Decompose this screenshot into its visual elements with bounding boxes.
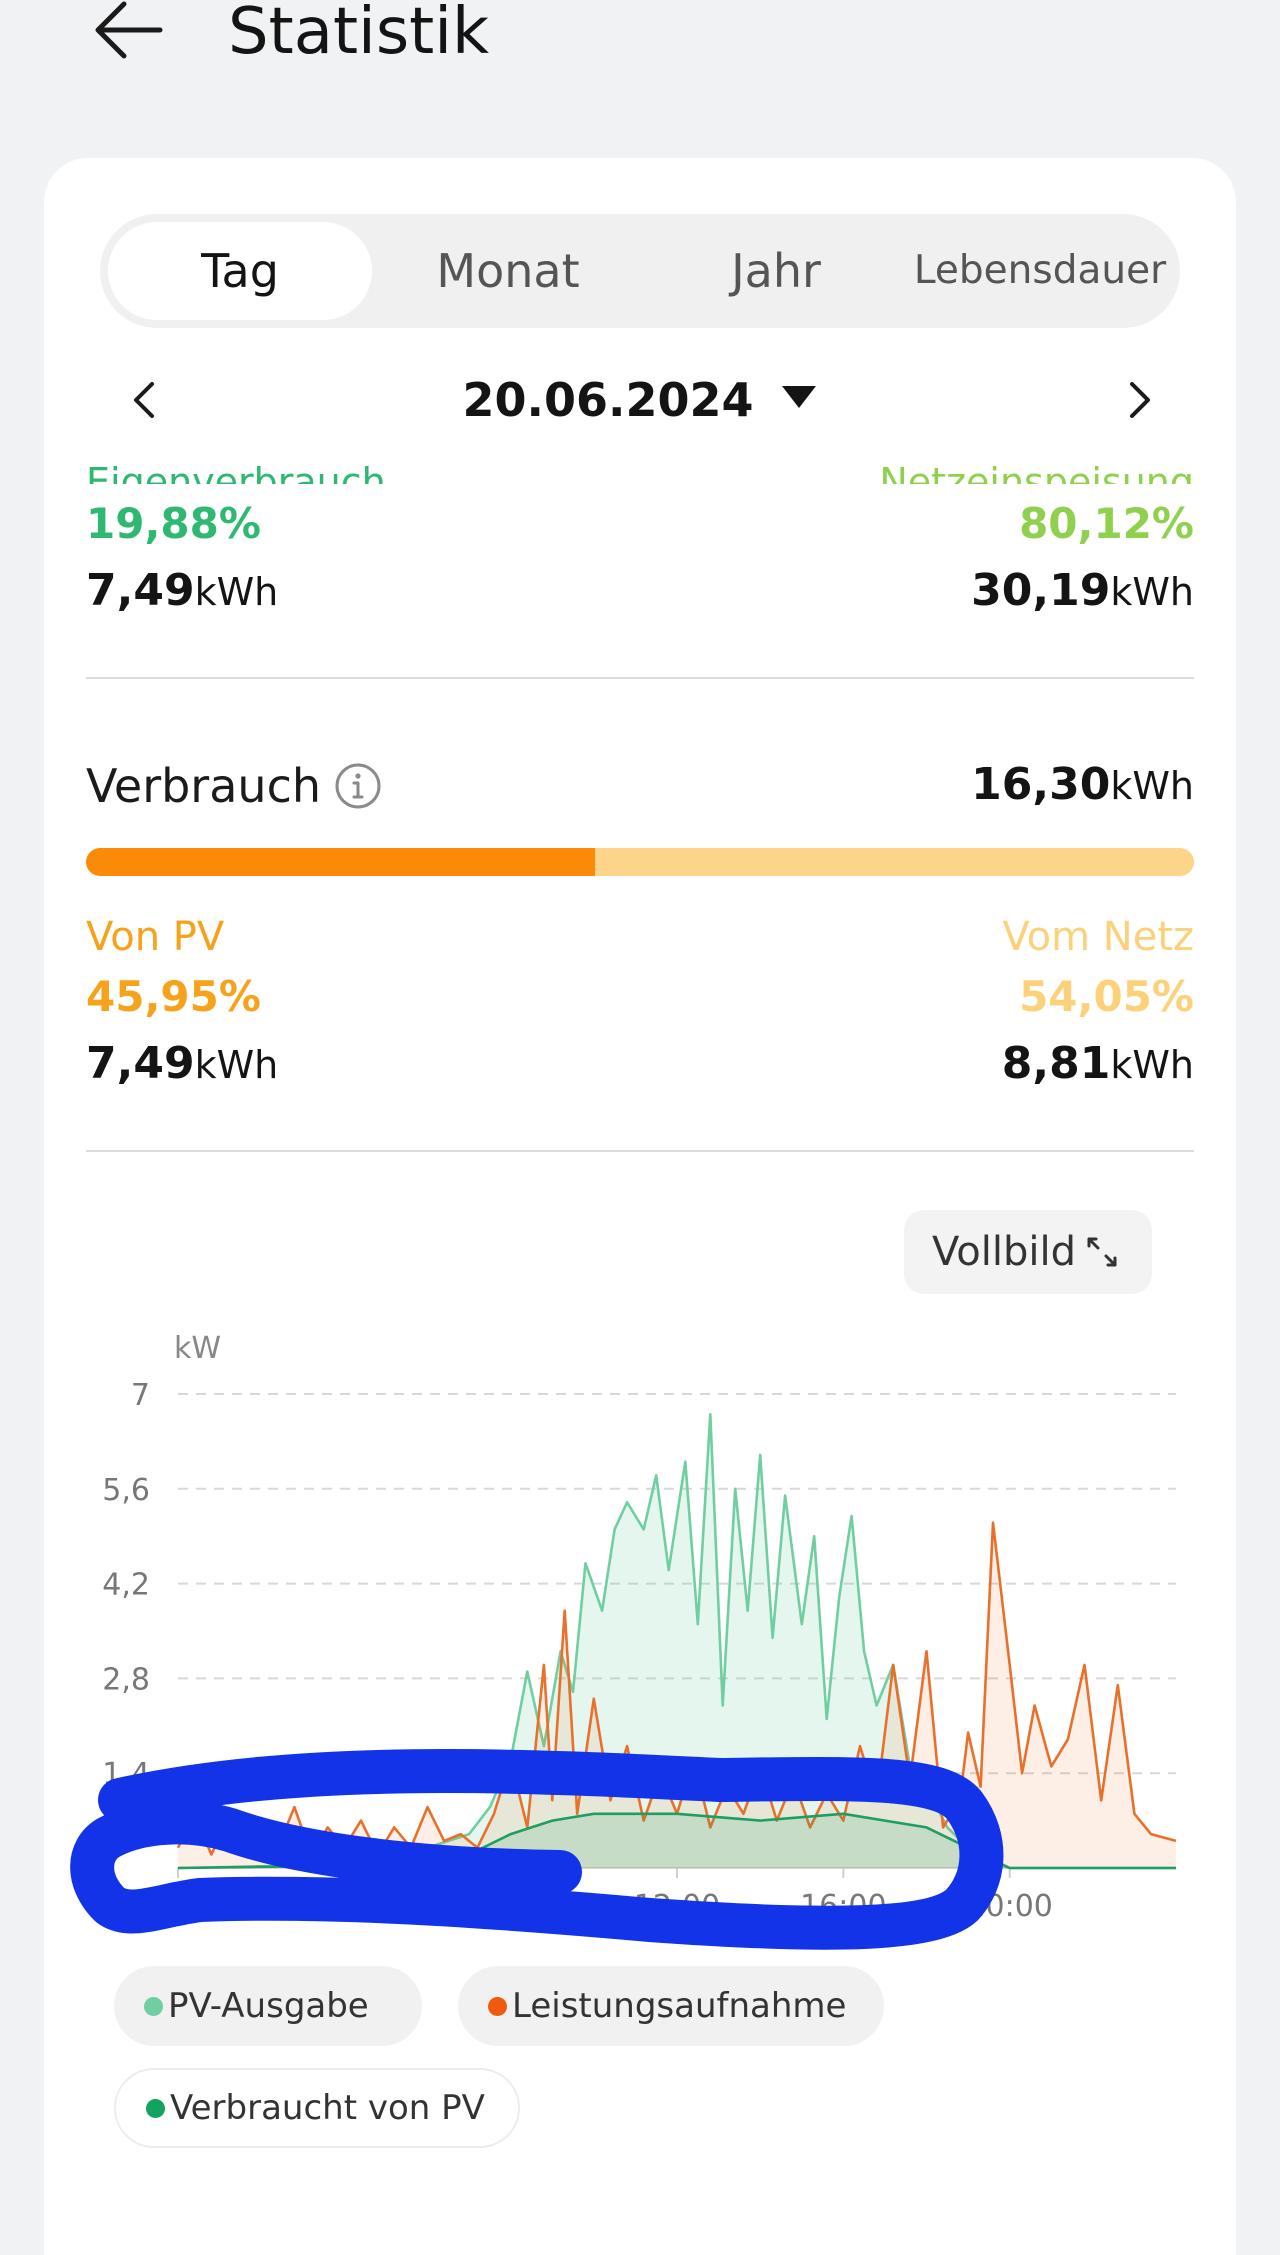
fullscreen-button[interactable]: Vollbild	[904, 1210, 1152, 1294]
tab-tag[interactable]: Tag	[108, 222, 372, 320]
netzeinspeisung-energy: 30,19kWh	[971, 564, 1194, 619]
eigenverbrauch-label: Eigenverbrauch	[86, 462, 386, 484]
arrow-left-icon[interactable]	[88, 0, 168, 74]
verbrauch-total-value: 16,30	[971, 759, 1111, 810]
expand-icon	[1087, 1237, 1117, 1267]
period-tabs: Tag Monat Jahr Lebensdauer	[100, 214, 1180, 328]
date-value: 20.06.2024	[462, 373, 754, 427]
legend-label-leistungsaufnahme: Leistungsaufnahme	[512, 1986, 847, 2026]
legend-verbraucht-von-pv[interactable]: Verbraucht von PV	[114, 2068, 520, 2148]
von-pv-label: Von PV	[86, 914, 225, 960]
tab-monat[interactable]: Monat	[436, 244, 580, 298]
tab-lebensdauer[interactable]: Lebensdauer	[913, 248, 1167, 293]
chevron-left-icon[interactable]	[124, 378, 168, 422]
date-picker[interactable]: 20.06.2024	[84, 370, 1194, 430]
x-tick-label: 08:00	[467, 1889, 553, 1924]
von-pv-energy: 7,49kWh	[86, 1037, 278, 1092]
legend-dot-leistungsaufnahme	[488, 1997, 507, 2016]
x-tick-label: 20:00	[966, 1889, 1052, 1924]
caret-down-icon	[781, 386, 816, 408]
legend-pv-ausgabe[interactable]: PV-Ausgabe	[114, 1966, 422, 2046]
info-icon[interactable]	[334, 762, 382, 810]
eigenverbrauch-percent: 19,88%	[86, 499, 261, 548]
von-pv-percent: 45,95%	[86, 972, 261, 1021]
verbrauch-label: Verbrauch	[86, 759, 322, 813]
y-tick-label: 2,8	[102, 1662, 150, 1697]
netzeinspeisung-label: Netzeinspeisung	[879, 462, 1194, 484]
legend-dot-pv-ausgabe	[144, 1997, 163, 2016]
eigenverbrauch-unit: kWh	[194, 570, 279, 614]
divider	[86, 1150, 1194, 1152]
netzeinspeisung-unit: kWh	[1110, 570, 1194, 614]
series-area-1	[178, 1414, 1176, 1868]
fullscreen-label: Vollbild	[932, 1229, 1076, 1275]
consumption-progress-bar	[86, 848, 1194, 876]
legend-dot-verbraucht-von-pv	[146, 2099, 165, 2118]
eigenverbrauch-value: 7,49	[86, 565, 195, 616]
vom-netz-percent: 54,05%	[1019, 972, 1194, 1021]
y-axis-unit-label: kW	[174, 1331, 221, 1366]
verbrauch-total: 16,30kWh	[971, 758, 1194, 813]
vom-netz-value: 8,81	[1001, 1038, 1111, 1089]
y-tick-label: 5,6	[102, 1473, 150, 1508]
y-tick-label: 1,4	[102, 1757, 150, 1792]
x-tick-label: 16:00	[800, 1889, 886, 1924]
page-title: Statistik	[228, 0, 490, 69]
y-tick-label: 4,2	[102, 1568, 150, 1603]
netzeinspeisung-percent: 80,12%	[1019, 499, 1194, 548]
von-pv-unit: kWh	[194, 1043, 279, 1087]
tab-jahr[interactable]: Jahr	[731, 244, 821, 298]
legend-label-verbraucht-von-pv: Verbraucht von PV	[170, 2088, 485, 2128]
vom-netz-energy: 8,81kWh	[1002, 1037, 1194, 1092]
consumption-progress-fill	[86, 848, 596, 876]
chevron-right-icon[interactable]	[1116, 378, 1160, 422]
x-tick-label: 12:00	[634, 1889, 720, 1924]
x-tick-label: 04:00	[301, 1889, 387, 1924]
x-tick-label: 00:00	[135, 1889, 221, 1924]
vom-netz-label: Vom Netz	[1002, 914, 1194, 960]
von-pv-value: 7,49	[86, 1038, 195, 1089]
y-tick-label: 7	[131, 1378, 150, 1413]
eigenverbrauch-energy: 7,49kWh	[86, 564, 278, 619]
legend-leistungsaufnahme[interactable]: Leistungsaufnahme	[458, 1966, 884, 2046]
netzeinspeisung-value: 30,19	[971, 565, 1111, 616]
date-selector: 20.06.2024	[84, 360, 1194, 440]
header: Statistik	[0, 0, 1280, 80]
divider	[86, 677, 1194, 679]
verbrauch-total-unit: kWh	[1110, 764, 1194, 808]
legend-label-pv-ausgabe: PV-Ausgabe	[168, 1986, 369, 2026]
power-line-chart: kW 7 5,6 4,2 2,8 1,4 00:00 04:00 08:00 12:00 16:00…	[102, 1331, 1177, 1924]
vom-netz-unit: kWh	[1110, 1043, 1194, 1087]
